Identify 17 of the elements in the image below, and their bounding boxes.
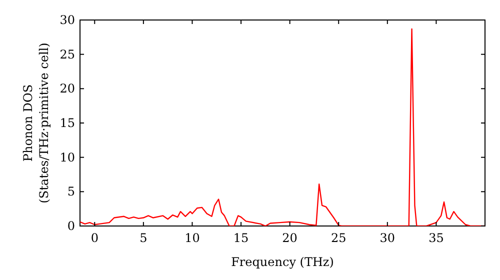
x-tick-label: 25 — [330, 231, 346, 245]
y-tick-label: 15 — [60, 116, 75, 130]
y-tick-label: 20 — [60, 82, 75, 96]
y-tick-label: 25 — [60, 47, 75, 62]
x-tick-label: 30 — [380, 231, 396, 245]
x-tick-label: 20 — [282, 231, 298, 245]
y-tick-label: 30 — [60, 13, 75, 27]
x-tick-label: 10 — [184, 231, 200, 245]
x-tick-label: 35 — [428, 231, 444, 245]
x-tick-label: 15 — [233, 231, 249, 245]
x-tick-label: 5 — [140, 231, 148, 245]
y-tick-label: 0 — [67, 219, 75, 233]
x-tick-label: 0 — [90, 231, 98, 245]
y-tick-label: 10 — [60, 150, 75, 164]
y-tick-label: 5 — [67, 184, 75, 199]
y-axis-title: Phonon DOS (States/THz·primitive cell) — [21, 42, 51, 204]
x-axis-title: Frequency (THz) — [231, 255, 334, 269]
